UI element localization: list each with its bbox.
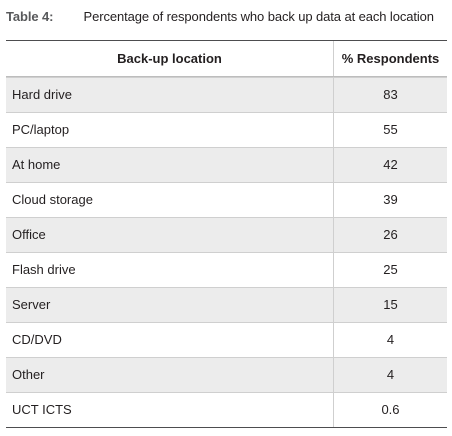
location-cell: PC/laptop bbox=[6, 113, 334, 147]
table-row: At home 42 bbox=[6, 147, 447, 182]
location-cell: Other bbox=[6, 358, 334, 392]
location-cell: At home bbox=[6, 148, 334, 182]
percent-cell: 15 bbox=[383, 297, 398, 312]
table-row: Server 15 bbox=[6, 287, 447, 322]
location-cell: UCT ICTS bbox=[6, 393, 334, 427]
location-cell: Office bbox=[6, 218, 334, 252]
percent-cell: 4 bbox=[386, 367, 395, 382]
backup-location-table: Back-up location % Respondents Hard driv… bbox=[6, 40, 447, 428]
table-row: CD/DVD 4 bbox=[6, 322, 447, 357]
location-cell: CD/DVD bbox=[6, 323, 334, 357]
percent-cell: 0.6 bbox=[381, 402, 400, 417]
percent-cell: 4 bbox=[386, 332, 395, 347]
location-cell: Server bbox=[6, 288, 334, 322]
percent-cell: 42 bbox=[383, 157, 398, 172]
caption-text: Percentage of respondents who back up da… bbox=[83, 9, 435, 24]
table-row: Office 26 bbox=[6, 217, 447, 252]
percent-cell: 39 bbox=[383, 192, 398, 207]
percent-cell: 83 bbox=[383, 87, 398, 102]
table-row: Flash drive 25 bbox=[6, 252, 447, 287]
percent-cell: 26 bbox=[383, 227, 398, 242]
location-cell: Flash drive bbox=[6, 253, 334, 287]
table-row: PC/laptop 55 bbox=[6, 112, 447, 147]
table-caption: Table 4: Percentage of respondents who b… bbox=[6, 6, 446, 28]
percent-cell: 25 bbox=[383, 262, 398, 277]
location-cell: Hard drive bbox=[6, 78, 334, 112]
percent-cell: 55 bbox=[383, 122, 398, 137]
table-row: UCT ICTS 0.6 bbox=[6, 392, 447, 427]
table-row: Other 4 bbox=[6, 357, 447, 392]
column-header-location: Back-up location bbox=[6, 41, 334, 76]
table-row: Hard drive 83 bbox=[6, 77, 447, 112]
location-cell: Cloud storage bbox=[6, 183, 334, 217]
column-header-percent: % Respondents bbox=[341, 51, 440, 66]
caption-label: Table 4: bbox=[6, 9, 54, 24]
table-header-row: Back-up location % Respondents bbox=[6, 41, 447, 77]
table-row: Cloud storage 39 bbox=[6, 182, 447, 217]
